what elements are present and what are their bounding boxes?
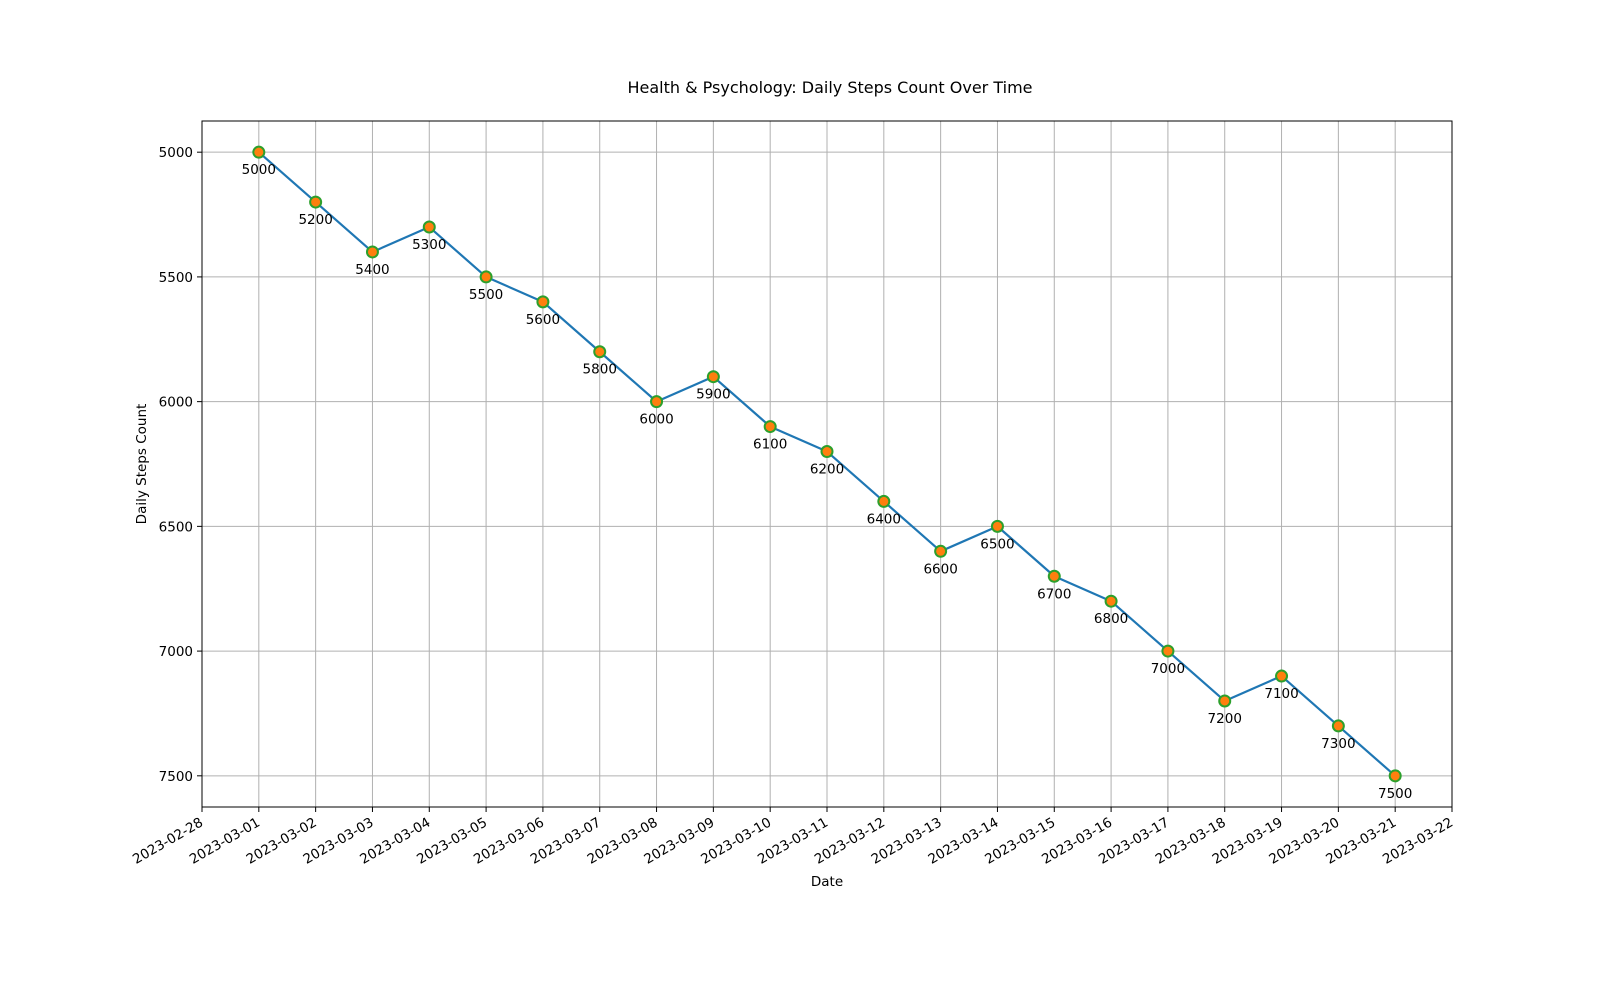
- data-point-marker: [820, 445, 834, 459]
- data-label: 5300: [412, 237, 446, 253]
- data-label: 6200: [810, 462, 844, 478]
- data-point-marker: [1047, 569, 1061, 583]
- data-point-marker: [1161, 644, 1175, 658]
- data-point-marker: [252, 145, 266, 159]
- data-point-marker: [1104, 594, 1118, 608]
- y-tick-label: 5500: [159, 270, 193, 286]
- data-label: 6400: [867, 511, 901, 527]
- data-point-marker: [1388, 769, 1402, 783]
- data-label: 5900: [696, 387, 730, 403]
- data-label: 5600: [526, 312, 560, 328]
- data-label: 7100: [1264, 686, 1298, 702]
- data-point-marker: [365, 245, 379, 259]
- data-point-marker: [763, 420, 777, 434]
- data-label: 6100: [753, 437, 787, 453]
- data-label: 7300: [1321, 736, 1355, 752]
- data-labels: 5000 5200 5400 5300 5500 5600 5800 6000 5900 6100…: [242, 162, 1413, 802]
- x-axis-label: Date: [811, 874, 843, 890]
- data-point-marker: [479, 270, 493, 284]
- data-label: 6800: [1094, 611, 1128, 627]
- data-point-marker: [934, 544, 948, 558]
- data-point-marker: [706, 370, 720, 384]
- axis-ticks: 2023-02-282023-03-012023-03-022023-03-03…: [130, 145, 1456, 868]
- data-label: 5800: [583, 362, 617, 378]
- y-tick-label: 6500: [159, 519, 193, 535]
- y-tick-label: 7000: [159, 644, 193, 660]
- data-label: 5500: [469, 287, 503, 303]
- data-point-marker: [1218, 694, 1232, 708]
- data-point-marker: [650, 395, 664, 409]
- chart-title: Health & Psychology: Daily Steps Count O…: [627, 78, 1032, 97]
- y-axis-label: Daily Steps Count: [134, 404, 150, 525]
- data-point-marker: [990, 519, 1004, 533]
- data-point-marker: [1275, 669, 1289, 683]
- data-label: 6600: [923, 561, 957, 577]
- data-point-marker: [309, 195, 323, 209]
- data-label: 7500: [1378, 786, 1412, 802]
- data-label: 5200: [298, 212, 332, 228]
- data-label: 7200: [1208, 711, 1242, 727]
- data-point-marker: [1331, 719, 1345, 733]
- data-label: 7000: [1151, 661, 1185, 677]
- y-tick-label: 6000: [159, 395, 193, 411]
- data-point-marker: [877, 494, 891, 508]
- data-label: 6700: [1037, 586, 1071, 602]
- data-point-marker: [593, 345, 607, 359]
- data-markers: [252, 145, 1402, 783]
- data-label: 5000: [242, 162, 276, 178]
- data-label: 6500: [980, 536, 1014, 552]
- y-tick-label: 5000: [159, 145, 193, 161]
- data-point-marker: [536, 295, 550, 309]
- data-label: 6000: [639, 412, 673, 428]
- y-tick-label: 7500: [159, 769, 193, 785]
- data-label: 5400: [355, 262, 389, 278]
- data-point-marker: [422, 220, 436, 234]
